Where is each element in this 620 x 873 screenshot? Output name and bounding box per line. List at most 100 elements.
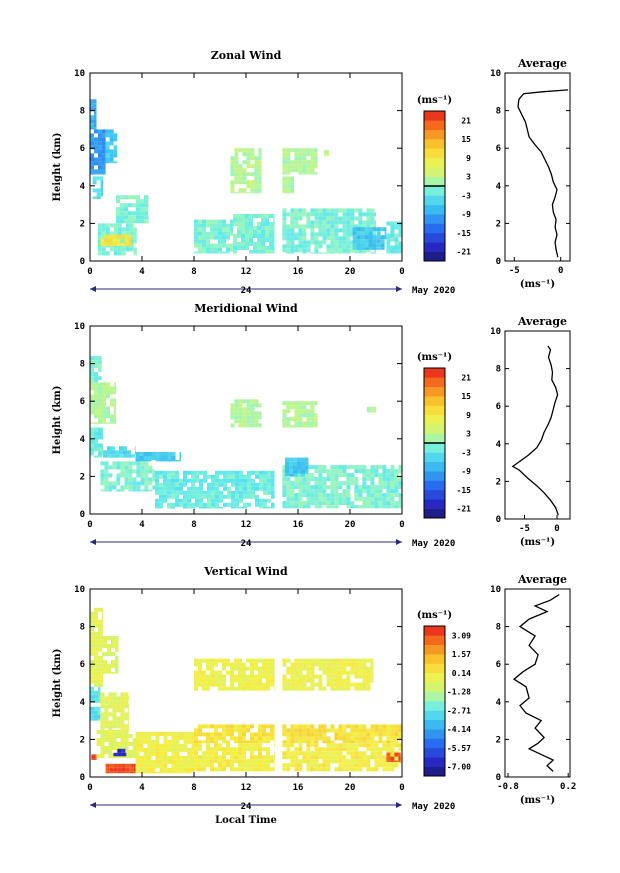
data-cell [132, 195, 136, 200]
data-cell [338, 481, 343, 486]
data-cell [362, 763, 367, 768]
data-cell [310, 763, 315, 768]
data-cell [330, 236, 335, 241]
data-cell [234, 686, 238, 691]
data-cell [198, 670, 202, 675]
data-cell [113, 223, 118, 228]
data-cell [338, 248, 343, 253]
data-cell [90, 99, 94, 104]
data-cell [394, 763, 399, 768]
data-cell [266, 670, 270, 675]
data-cell [342, 236, 347, 241]
data-cell [394, 469, 399, 474]
data-cell [334, 658, 339, 663]
data-cell [222, 239, 226, 244]
data-cell [286, 736, 291, 741]
average-y-tick-label: 6 [496, 402, 501, 412]
data-cell [338, 678, 343, 683]
data-cell [90, 690, 94, 695]
data-cell [226, 728, 230, 733]
data-cell [214, 736, 218, 741]
data-cell [104, 489, 109, 492]
data-cell [282, 425, 287, 428]
data-cell [398, 724, 402, 729]
data-cell [159, 460, 164, 462]
data-cell [294, 759, 299, 764]
data-cell [250, 184, 255, 189]
data-cell [346, 493, 351, 498]
data-cell [290, 682, 295, 687]
data-cell [147, 460, 152, 462]
data-cell [238, 736, 242, 741]
data-cell [123, 446, 127, 451]
data-cell [306, 224, 311, 229]
data-cell [342, 228, 347, 233]
data-cell [362, 736, 367, 741]
x-tick-label: 8 [191, 520, 196, 530]
data-cell [306, 148, 311, 153]
data-cell [378, 497, 383, 502]
data-cell [285, 473, 289, 477]
data-cell [314, 728, 319, 733]
data-block [194, 724, 275, 744]
data-cell [102, 137, 106, 142]
data-cell [382, 505, 387, 509]
data-cell [360, 239, 365, 244]
data-cell [352, 239, 357, 244]
data-cell [286, 405, 291, 410]
data-cell [368, 243, 373, 248]
data-block [282, 176, 295, 194]
data-cell [266, 747, 270, 752]
data-cell [258, 747, 262, 752]
data-cell [326, 208, 331, 213]
data-cell [286, 168, 291, 173]
data-cell [356, 227, 361, 232]
data-cell [342, 732, 347, 737]
data-cell [112, 485, 117, 490]
data-cell [124, 696, 129, 701]
data-cell [374, 740, 379, 744]
data-cell [354, 728, 359, 733]
data-cell [262, 674, 266, 679]
data-cell [350, 658, 355, 663]
colorbar-swatch [424, 242, 445, 252]
data-cell [326, 666, 331, 671]
data-cell [199, 490, 203, 495]
data-cell [114, 422, 116, 424]
data-cell [350, 216, 355, 221]
data-block [386, 221, 402, 254]
data-cell [358, 666, 363, 671]
data-cell [90, 382, 94, 387]
data-cell [198, 231, 202, 236]
y-tick-label: 8 [80, 360, 85, 370]
data-cell [167, 486, 171, 491]
data-cell [267, 482, 271, 487]
data-cell [267, 470, 271, 475]
data-cell [110, 422, 114, 424]
data-cell [330, 682, 335, 687]
data-cell [215, 482, 219, 487]
data-cell [136, 215, 140, 220]
data-cell [398, 249, 402, 254]
data-cell [258, 423, 262, 428]
data-cell [94, 679, 98, 684]
data-cell [243, 490, 247, 495]
data-cell [246, 728, 250, 733]
data-cell [113, 227, 118, 232]
data-cell [139, 739, 144, 744]
data-cell [346, 759, 351, 764]
data-cell [350, 682, 355, 687]
data-cell [306, 751, 311, 756]
y-tick-label: 10 [74, 585, 85, 595]
data-cell [398, 501, 402, 506]
data-cell [290, 763, 295, 768]
data-cell [215, 506, 219, 509]
data-cell [214, 231, 218, 236]
data-cell [282, 477, 287, 482]
data-cell [265, 222, 269, 226]
average-x-tick-label: -5 [509, 266, 520, 276]
data-cell [222, 724, 226, 729]
data-cell [129, 763, 134, 768]
data-cell [394, 221, 399, 226]
data-cell [294, 658, 299, 663]
